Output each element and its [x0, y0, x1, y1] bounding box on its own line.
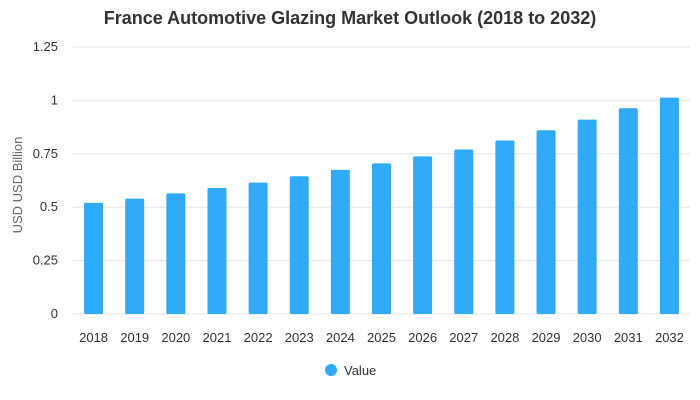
- x-tick-label: 2019: [120, 330, 149, 345]
- y-tick-label: 1.25: [33, 39, 58, 54]
- bar-2026[interactable]: [413, 156, 433, 314]
- x-tick-label: 2029: [532, 330, 561, 345]
- y-axis-ticks: 0 0.25 0.5 0.75 1 1.25: [33, 39, 58, 321]
- bar-2030[interactable]: [577, 119, 597, 315]
- bar-2021[interactable]: [207, 187, 227, 314]
- y-tick-label: 0.25: [33, 253, 58, 268]
- x-tick-label: 2023: [285, 330, 314, 345]
- bar-2024[interactable]: [330, 169, 350, 314]
- x-tick-label: 2024: [326, 330, 355, 345]
- bar-2025[interactable]: [372, 163, 391, 314]
- x-tick-label: 2022: [244, 330, 273, 345]
- legend-swatch: [325, 364, 337, 376]
- bar-2031[interactable]: [618, 108, 638, 315]
- x-tick-label: 2026: [408, 330, 437, 345]
- bar-2018[interactable]: [84, 202, 104, 314]
- x-tick-label: 2030: [573, 330, 602, 345]
- y-axis-title: USD USD Billion: [10, 137, 25, 234]
- bar-2020[interactable]: [166, 193, 186, 314]
- bar-2022[interactable]: [248, 182, 268, 314]
- bar-2029[interactable]: [536, 130, 556, 314]
- x-tick-label: 2021: [203, 330, 232, 345]
- y-tick-label: 0.75: [33, 146, 58, 161]
- bar-2027[interactable]: [454, 149, 474, 314]
- y-tick-label: 0: [51, 306, 58, 321]
- chart-title: France Automotive Glazing Market Outlook…: [103, 8, 597, 28]
- x-tick-label: 2027: [449, 330, 478, 345]
- bar-2023[interactable]: [289, 176, 309, 314]
- bars: [84, 97, 679, 315]
- bar-2032[interactable]: [659, 97, 679, 314]
- x-tick-label: 2020: [161, 330, 190, 345]
- bar-2028[interactable]: [495, 140, 515, 314]
- x-tick-label: 2028: [490, 330, 519, 345]
- legend[interactable]: Value: [325, 363, 376, 378]
- y-tick-label: 1: [51, 92, 58, 107]
- bar-2019[interactable]: [125, 198, 145, 314]
- legend-label-value: Value: [344, 363, 376, 378]
- x-axis-ticks: 2018 2019 2020 2021 2022 2023 2024 2025 2026 2027…: [79, 330, 684, 345]
- x-tick-label: 2031: [614, 330, 643, 345]
- x-tick-label: 2032: [655, 330, 684, 345]
- x-tick-label: 2018: [79, 330, 108, 345]
- y-tick-label: 0.5: [40, 199, 58, 214]
- x-tick-label: 2025: [367, 330, 396, 345]
